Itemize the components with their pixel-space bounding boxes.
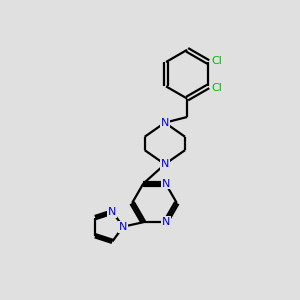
Text: Cl: Cl — [212, 56, 223, 65]
Text: N: N — [161, 159, 169, 169]
Text: Cl: Cl — [212, 83, 223, 93]
Text: N: N — [119, 222, 127, 232]
Text: N: N — [161, 178, 170, 189]
Text: N: N — [161, 118, 169, 128]
Text: N: N — [161, 217, 170, 227]
Text: N: N — [108, 207, 117, 217]
